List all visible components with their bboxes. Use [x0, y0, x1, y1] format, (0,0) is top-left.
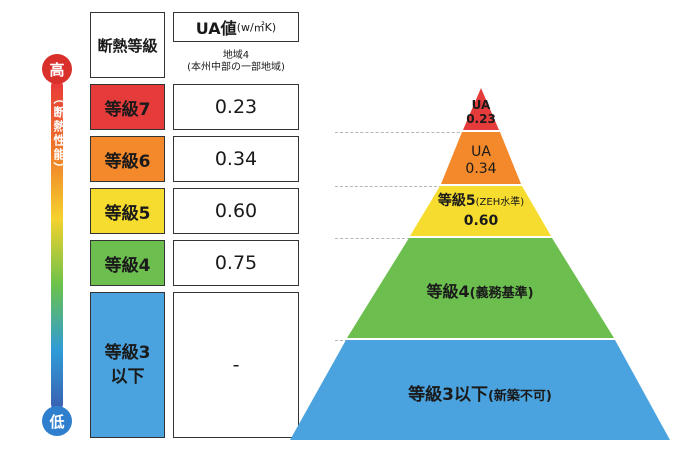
tier-7-line1: UA — [471, 98, 491, 112]
tier-7-line2: 0.23 — [466, 112, 496, 126]
tier-5-line1: 等級5(ZEH水準) — [420, 192, 542, 212]
grade-3-line1: 等級3 — [104, 343, 151, 363]
grade-cell-5: 等級5 — [90, 188, 165, 234]
pyramid-tier-7 — [463, 88, 499, 130]
tier-3-grade: 等級3以下 — [408, 385, 488, 405]
guide-line-3 — [335, 238, 410, 239]
pyramid-tier-5 — [410, 186, 551, 236]
grade-3-line2: 以下 — [110, 367, 145, 387]
high-badge: 高 — [42, 54, 72, 84]
guide-line-4 — [335, 340, 348, 341]
value-cell-7: 0.23 — [173, 84, 299, 130]
value-cell-5: 0.60 — [173, 188, 299, 234]
header-ua-unit: (w/㎡K) — [236, 21, 277, 34]
pyramid-tier-4 — [347, 238, 614, 338]
scale-label: （断熱性能） — [52, 92, 66, 176]
grade-cell-6: 等級6 — [90, 136, 165, 182]
tier-4-label: 等級4(義務基準) — [360, 278, 600, 302]
value-cell-6: 0.34 — [173, 136, 299, 182]
guide-line-2 — [335, 186, 442, 187]
tier-7-label: UA 0.23 — [460, 98, 502, 126]
grade-cell-3: 等級3 以下 — [90, 292, 165, 438]
region-line2: (本州中部の一部地域) — [187, 62, 285, 73]
header-grade: 断熱等級 — [90, 12, 165, 78]
tier-3-note: (新築不可) — [487, 389, 552, 404]
value-cell-3: - — [173, 292, 299, 438]
tier-4-grade: 等級4 — [426, 282, 470, 301]
tier-5-label: 等級5(ZEH水準) 0.60 — [420, 192, 542, 231]
tier-3-label: 等級3以下(新築不可) — [320, 380, 640, 405]
low-badge: 低 — [42, 406, 72, 436]
value-cell-4: 0.75 — [173, 240, 299, 286]
header-ua: UA値 (w/㎡K) — [173, 12, 299, 42]
grade-cell-7: 等級7 — [90, 84, 165, 130]
pyramid-tier-3 — [290, 340, 670, 440]
header-region: 地域4 (本州中部の一部地域) — [173, 46, 299, 78]
pyramid-tier-6 — [441, 132, 521, 184]
region-line1: 地域4 — [222, 50, 250, 61]
grade-cell-4: 等級4 — [90, 240, 165, 286]
tier-6-line2: 0.34 — [465, 161, 497, 177]
guide-line-1 — [335, 132, 475, 133]
tier-5-line2: 0.60 — [463, 213, 499, 229]
tier-6-label: UA 0.34 — [451, 144, 511, 178]
tier-6-line1: UA — [471, 144, 491, 160]
performance-scale-bar — [51, 80, 63, 410]
tier-4-note: (義務基準) — [469, 286, 534, 301]
tier-5-grade: 等級5 — [437, 193, 476, 209]
tier-5-note: (ZEH水準) — [475, 197, 525, 208]
header-ua-label: UA値 — [195, 19, 237, 38]
